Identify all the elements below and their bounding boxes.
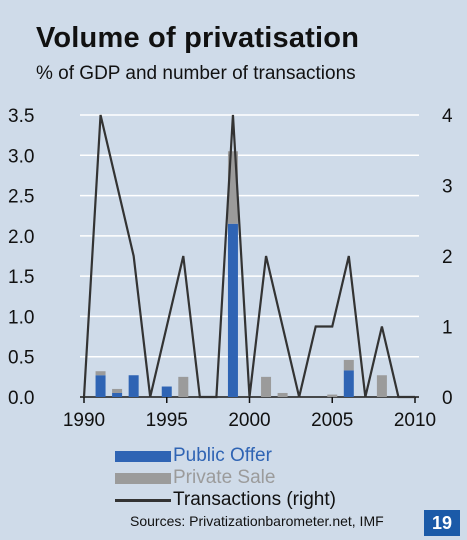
bar-public-offer (161, 386, 172, 397)
source-note: Sources: Privatizationbarometer.net, IMF (130, 513, 384, 529)
transactions-line (82, 114, 415, 399)
y-tick-label: 3.5 (8, 106, 34, 127)
bar-private-sale (178, 376, 189, 397)
y2-tick-label: 3 (442, 177, 453, 198)
bar-private-sale (95, 371, 106, 376)
bar-private-sale (376, 375, 387, 397)
y-tick-label: 1.5 (8, 267, 34, 288)
legend-label-transactions: Transactions (right) (173, 489, 336, 510)
x-tick-label: 2000 (228, 410, 270, 431)
legend-item-transactions: Transactions (right) (115, 489, 336, 511)
chart-number-badge: 19 (424, 510, 460, 536)
y2-tick-label: 2 (442, 247, 453, 268)
legend-label-public-offer: Public Offer (173, 445, 272, 466)
bar-public-offer (227, 223, 238, 397)
y-tick-label: 1.0 (8, 307, 34, 328)
bar-private-sale (227, 151, 238, 224)
legend-label-private-sale: Private Sale (173, 467, 276, 488)
bar-public-offer (128, 375, 139, 397)
y-tick-label: 3.0 (8, 146, 34, 167)
chart-title: Volume of privatisation (36, 22, 360, 54)
bar-private-sale (343, 359, 354, 371)
bar-public-offer (95, 375, 106, 397)
legend-swatch-transactions (115, 498, 171, 502)
y-tick-label: 2.0 (8, 227, 34, 248)
x-tick-label: 1995 (146, 410, 188, 431)
y-tick-label: 2.5 (8, 187, 34, 208)
legend-item-private-sale: Private Sale (115, 467, 336, 489)
bar-private-sale (261, 376, 272, 397)
x-tick-label: 2005 (311, 410, 353, 431)
legend-swatch-public-offer (115, 450, 171, 462)
bar-private-sale (277, 392, 288, 397)
y2-tick-label: 1 (442, 318, 453, 339)
y-tick-label: 0.0 (8, 388, 34, 409)
bar-private-sale (112, 388, 123, 393)
bar-public-offer (112, 392, 123, 397)
y2-tick-label: 0 (442, 388, 453, 409)
y2-tick-label: 4 (442, 106, 453, 127)
legend-item-public-offer: Public Offer (115, 445, 336, 467)
legend-swatch-private-sale (115, 472, 171, 484)
chart-subtitle: % of GDP and number of transactions (36, 63, 356, 84)
x-tick-label: 1990 (63, 410, 105, 431)
y-tick-label: 0.5 (8, 348, 34, 369)
bar-public-offer (343, 370, 354, 397)
legend: Public Offer Private Sale Transactions (… (115, 445, 336, 511)
bar-private-sale (327, 394, 338, 397)
x-tick-label: 2010 (394, 410, 436, 431)
